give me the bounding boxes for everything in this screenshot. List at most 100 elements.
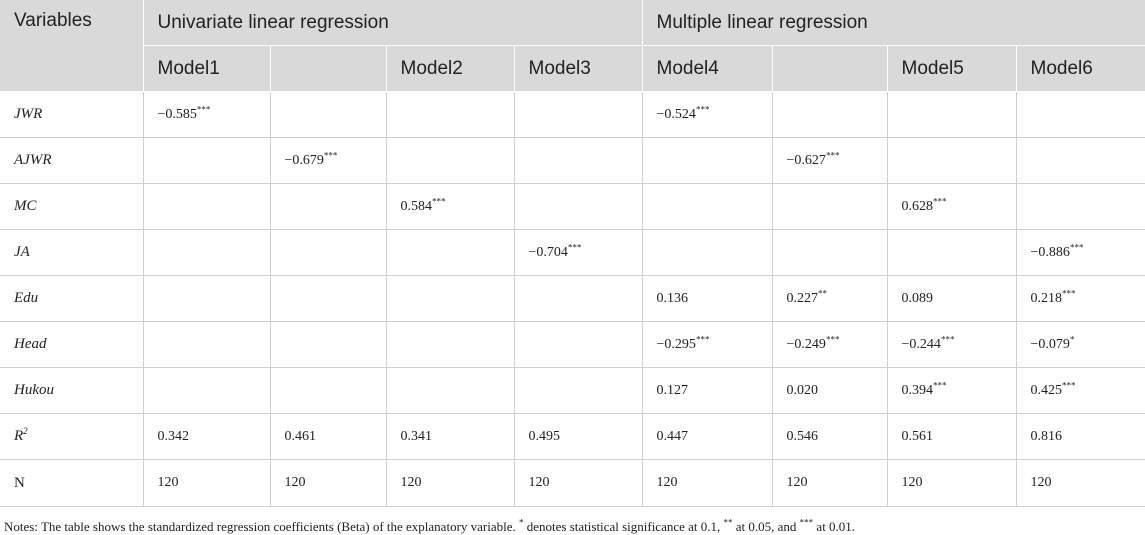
model-header-0: Model1 <box>143 45 271 92</box>
coefficient-cell <box>270 321 387 368</box>
coefficient-cell: 0.089 <box>887 275 1017 322</box>
significance-stars: *** <box>940 333 955 344</box>
coefficient-value: −0.079 <box>1030 336 1070 352</box>
model-header-5 <box>772 45 888 92</box>
coefficient-cell <box>887 91 1017 138</box>
coefficient-cell <box>270 367 387 414</box>
table-notes: Notes: The table shows the standardized … <box>0 507 1145 535</box>
variable-name: N <box>14 474 25 491</box>
coefficient-cell <box>887 229 1017 276</box>
coefficient-cell <box>386 229 515 276</box>
coefficient-cell: −0.524*** <box>642 91 773 138</box>
significance-stars: *** <box>1069 241 1084 252</box>
coefficient-cell: 0.136 <box>642 275 773 322</box>
coefficient-value: −0.679 <box>284 152 324 168</box>
coefficient-cell: 120 <box>887 459 1017 507</box>
model-header-row: Model1 Model2 Model3 Model4 Model5 Model6 <box>0 45 1145 92</box>
coefficient-cell: −0.295*** <box>642 321 773 368</box>
notes-text-1: Notes: The table shows the standardized … <box>4 519 520 534</box>
coefficient-cell <box>270 275 387 322</box>
coefficient-cell: 120 <box>514 459 643 507</box>
coefficient-cell: −0.244*** <box>887 321 1017 368</box>
coefficient-value: 0.447 <box>656 428 689 444</box>
significance-stars: *** <box>1062 379 1076 390</box>
variable-cell: JWR <box>0 91 144 138</box>
coefficient-value: −0.704 <box>528 244 568 260</box>
variable-name: R <box>14 428 24 444</box>
coefficient-cell <box>642 229 773 276</box>
coefficient-cell <box>1016 91 1145 138</box>
significance-stars: *** <box>432 195 446 206</box>
variable-name: JWR <box>14 106 43 122</box>
coefficient-cell: 120 <box>1016 459 1145 507</box>
significance-stars: ** <box>818 287 828 298</box>
variable-name: Hukou <box>14 382 54 398</box>
coefficient-cell: 0.342 <box>143 413 271 460</box>
significance-stars: *** <box>825 149 840 160</box>
significance-stars: *** <box>933 379 947 390</box>
variable-name: AJWR <box>14 152 52 168</box>
coefficient-cell: 0.447 <box>642 413 773 460</box>
variable-cell: Head <box>0 321 144 368</box>
coefficient-cell <box>386 275 515 322</box>
coefficient-value: 120 <box>157 475 179 490</box>
coefficient-cell <box>386 91 515 138</box>
coefficient-cell <box>386 137 515 184</box>
coefficient-cell <box>386 321 515 368</box>
coefficient-value: −0.249 <box>786 336 826 352</box>
coefficient-cell <box>270 229 387 276</box>
coefficient-cell: −0.585*** <box>143 91 271 138</box>
table-row: Hukou 0.127 0.020 0.394*** 0.425*** <box>0 367 1145 414</box>
coefficient-cell <box>270 183 387 230</box>
coefficient-cell: 120 <box>772 459 888 507</box>
header-multiple: Multiple linear regression <box>642 0 1145 46</box>
notes-sup-2: ** <box>723 517 733 528</box>
coefficient-cell: 120 <box>386 459 515 507</box>
coefficient-value: 120 <box>1030 475 1052 490</box>
coefficient-value: 0.341 <box>400 428 433 444</box>
variable-cell: AJWR <box>0 137 144 184</box>
table-row: R2 0.342 0.461 0.341 0.495 0.447 0.546 0.561 0.8… <box>0 413 1145 460</box>
coefficient-cell: 0.816 <box>1016 413 1145 460</box>
coefficient-value: 0.342 <box>157 428 190 444</box>
significance-stars: * <box>1069 333 1075 344</box>
variable-cell: N <box>0 459 144 507</box>
significance-stars: *** <box>933 195 947 206</box>
table-row: Edu 0.136 0.227** 0.089 0.218*** <box>0 275 1145 322</box>
coefficient-value: 120 <box>656 475 678 490</box>
significance-stars: *** <box>567 241 582 252</box>
coefficient-cell: 0.341 <box>386 413 515 460</box>
coefficient-value: −0.627 <box>786 152 826 168</box>
table-header: Variables Univariate linear regression M… <box>0 0 1145 92</box>
coefficient-cell <box>514 275 643 322</box>
significance-stars: *** <box>1062 287 1076 298</box>
coefficient-value: 0.136 <box>656 290 689 306</box>
coefficient-cell: 0.546 <box>772 413 888 460</box>
table-row: JA −0.704*** −0.886*** <box>0 229 1145 276</box>
significance-stars: *** <box>196 103 211 114</box>
coefficient-cell: 0.495 <box>514 413 643 460</box>
coefficient-cell: 120 <box>642 459 773 507</box>
variable-cell: Hukou <box>0 367 144 414</box>
coefficient-cell <box>514 183 643 230</box>
coefficient-cell: −0.679*** <box>270 137 387 184</box>
coefficient-cell: 120 <box>270 459 387 507</box>
coefficient-cell: 0.561 <box>887 413 1017 460</box>
model-header-3: Model3 <box>514 45 643 92</box>
coefficient-cell <box>772 183 888 230</box>
header-variables: Variables <box>0 0 144 92</box>
notes-text-2: denotes statistical significance at 0.1, <box>523 519 724 534</box>
coefficient-cell <box>143 275 271 322</box>
coefficient-cell <box>642 137 773 184</box>
regression-table: Variables Univariate linear regression M… <box>0 0 1145 507</box>
coefficient-value: 0.127 <box>656 382 689 398</box>
coefficient-value: 0.218 <box>1030 290 1063 306</box>
coefficient-value: 0.394 <box>901 382 934 398</box>
model-header-7: Model6 <box>1016 45 1145 92</box>
table-row: Head −0.295*** −0.249 *** −0.244*** −0.079* <box>0 321 1145 368</box>
coefficient-value: 0.628 <box>901 198 934 214</box>
table-row: N 120 120 120 120 120 120 120 120 <box>0 459 1145 507</box>
coefficient-cell: 0.461 <box>270 413 387 460</box>
significance-stars: *** <box>323 149 338 160</box>
coefficient-cell <box>143 367 271 414</box>
